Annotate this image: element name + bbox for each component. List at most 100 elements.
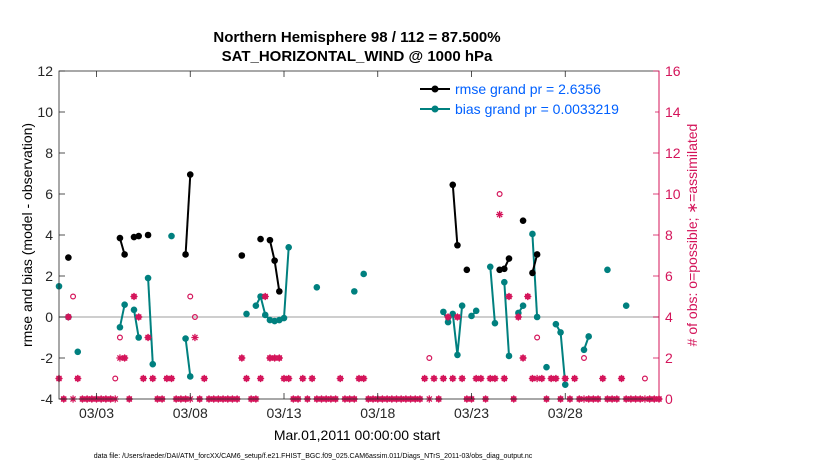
bias-point [121, 301, 128, 309]
obs-assimilated-marker [514, 313, 522, 321]
y-tick-label: -4 [41, 391, 54, 407]
obs-assimilated-marker [135, 313, 143, 321]
footnote: data file: /Users/raeder/DAI/ATM_forcXX/… [94, 453, 533, 460]
obs-assimilated-marker [285, 374, 293, 383]
obs-assimilated-marker [275, 354, 283, 362]
x-tick-label: 03/03 [79, 405, 114, 421]
bias-point [186, 373, 194, 380]
obs-assimilated-marker [256, 374, 265, 383]
obs-assimilated-marker [167, 374, 176, 383]
bias-point [604, 266, 611, 274]
obs-assimilated-marker [547, 374, 555, 383]
obs-assimilated-marker [242, 374, 251, 383]
chart-subtitle: SAT_HORIZONTAL_WIND @ 1000 hPa [222, 48, 493, 65]
obs-assimilated-marker [519, 354, 527, 362]
bias-point [533, 313, 541, 321]
bias-point [440, 308, 447, 316]
bias-point [280, 314, 288, 322]
y-tick-label: 12 [37, 63, 53, 79]
obs-assimilated-marker [74, 374, 82, 383]
rmse-point [144, 231, 152, 239]
y-tick-label: 0 [45, 309, 53, 325]
y2-tick-label: 16 [665, 63, 681, 79]
rmse-point [186, 171, 194, 178]
obs-possible-marker [426, 355, 433, 362]
rmse-point [529, 269, 536, 277]
obs-assimilated-marker [439, 374, 447, 383]
obs-assimilated-marker [500, 374, 508, 383]
obs-assimilated-marker [617, 374, 626, 383]
bias-point [491, 319, 499, 327]
legend: rmse grand pr = 2.6356 bias grand pr = 0… [416, 78, 655, 121]
bias-point [486, 263, 494, 271]
bias-point [501, 278, 508, 286]
x-tick-label: 03/28 [548, 405, 583, 421]
bias-point [529, 230, 536, 238]
legend-bias-label: bias grand pr = 0.0033219 [455, 101, 619, 117]
x-tick-label: 03/18 [360, 405, 395, 421]
obs-assimilated-marker [266, 354, 274, 362]
obs-assimilated-marker [144, 333, 152, 342]
rmse-point [454, 241, 461, 249]
obs-assimilated-marker [360, 374, 368, 383]
rmse-line [451, 184, 459, 246]
y2-tick-label: 12 [665, 145, 681, 161]
y2-tick-label: 10 [665, 186, 681, 202]
obs-possible-marker [187, 293, 194, 300]
bias-point [74, 348, 82, 356]
obs-assimilated-marker [238, 354, 246, 362]
rmse-point [449, 181, 457, 189]
obs-assimilated-marker [299, 374, 307, 383]
bias-point [505, 352, 513, 360]
obs-assimilated-marker [261, 292, 269, 301]
obs-assimilated-marker [505, 292, 513, 301]
rmse-point [533, 251, 541, 258]
y-tick-label: 6 [45, 186, 53, 202]
bias-point [313, 283, 321, 291]
rmse-point [135, 232, 142, 240]
obs-assimilated-marker [200, 374, 208, 383]
obs-assimilated-marker [491, 374, 499, 383]
x-tick-label: 03/08 [173, 405, 208, 421]
obs-possible-marker [116, 334, 123, 341]
x-axis-label: Mar.01,2011 00:00:00 start [274, 427, 440, 443]
rmse-point [238, 252, 246, 259]
obs-assimilated-marker [533, 374, 541, 383]
rmse-point [271, 257, 278, 264]
obs-assimilated-marker [64, 313, 72, 321]
bias-point [285, 244, 292, 251]
bias-point [135, 334, 142, 341]
bias-point [261, 311, 269, 319]
x-tick-label: 03/13 [266, 405, 301, 421]
bias-point [116, 323, 124, 331]
obs-assimilated-marker [163, 374, 171, 383]
rmse-point [505, 255, 513, 262]
bias-point [257, 293, 264, 300]
y-tick-label: 4 [45, 227, 53, 243]
rmse-point [257, 235, 264, 243]
bias-point [557, 329, 564, 336]
bias-line [147, 278, 154, 365]
obs-assimilated-marker [121, 354, 129, 362]
bias-point [243, 310, 250, 318]
obs-assimilated-marker [486, 374, 494, 383]
obs-assimilated-marker [449, 374, 457, 383]
bias-point [449, 310, 457, 318]
obs-assimilated-marker [336, 374, 344, 383]
obs-assimilated-marker [561, 374, 569, 383]
bias-point [543, 363, 550, 371]
bias-point [168, 232, 175, 240]
rmse-point [266, 236, 274, 244]
y2-tick-label: 4 [665, 309, 673, 325]
obs-assimilated-marker [430, 374, 438, 383]
legend-rmse-label: rmse grand pr = 2.6356 [455, 81, 601, 97]
rmse-point [182, 251, 189, 258]
obs-possible-marker [112, 375, 119, 382]
y2-tick-label: 6 [665, 268, 673, 284]
bias-point [351, 288, 358, 295]
obs-assimilated-marker [453, 313, 462, 321]
obs-assimilated-marker [538, 374, 546, 383]
bias-line [133, 309, 140, 338]
bias-point [552, 320, 560, 328]
